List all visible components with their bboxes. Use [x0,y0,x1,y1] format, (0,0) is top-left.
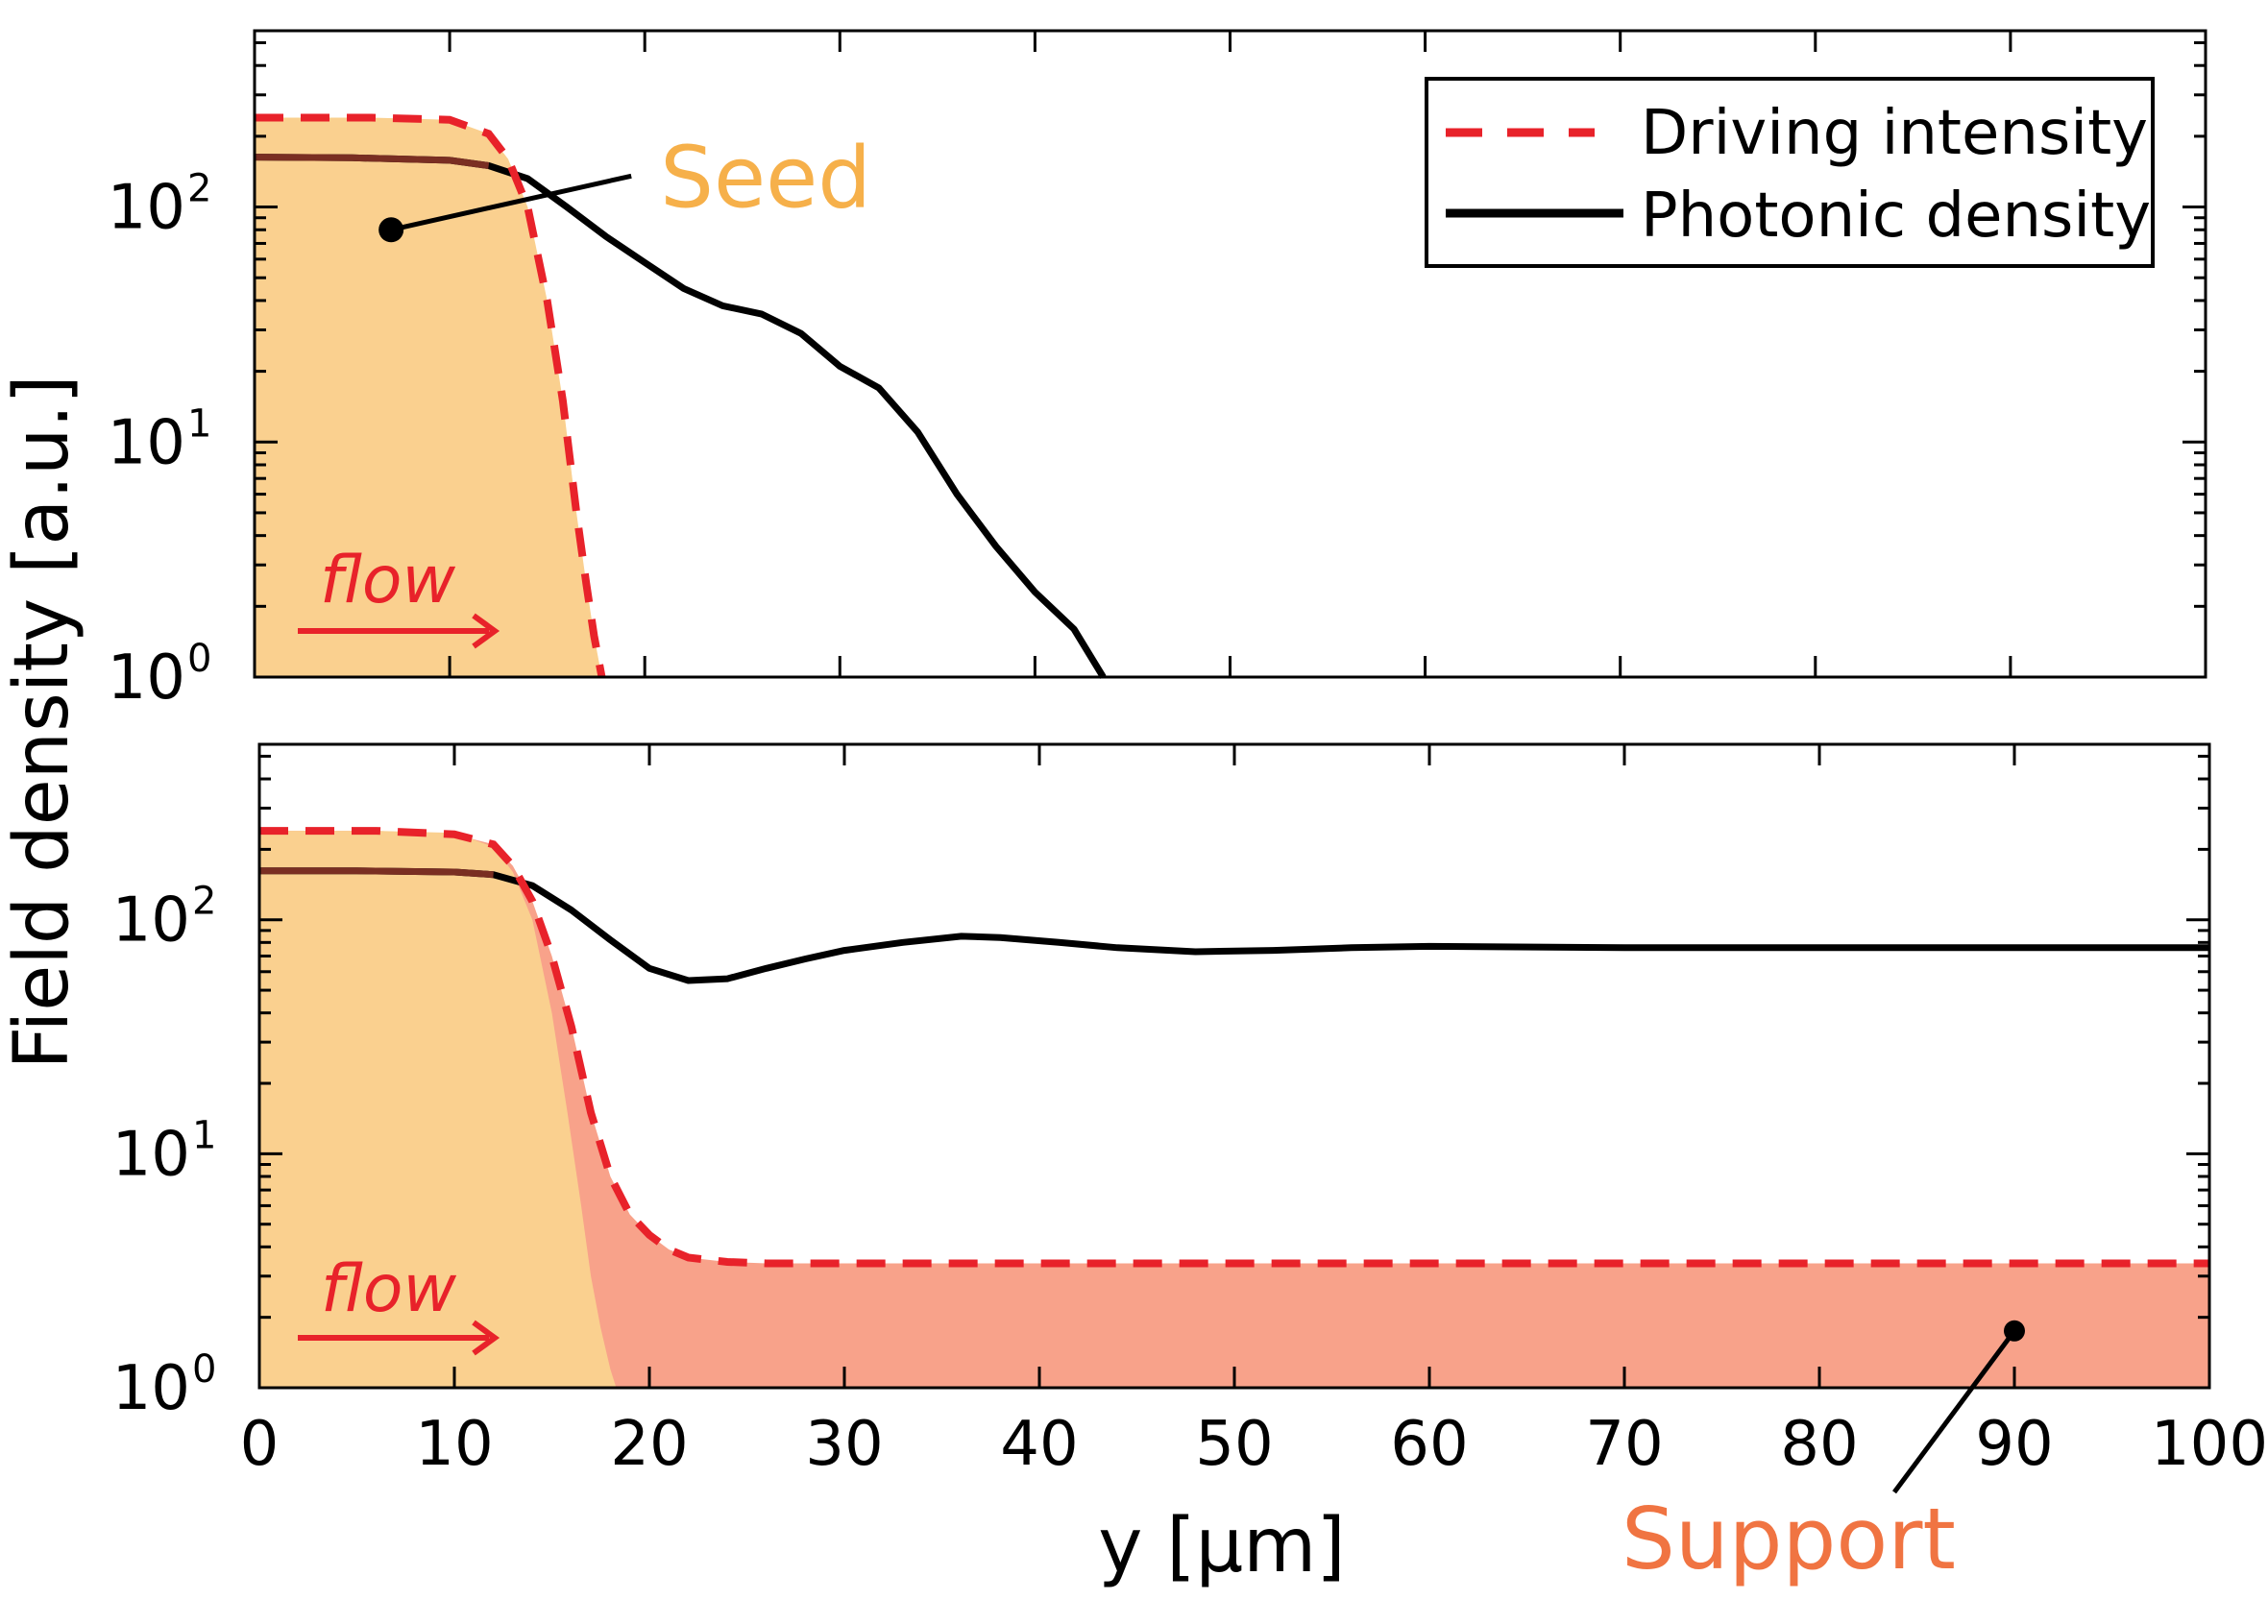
photonic-density-line [254,154,1107,679]
bottom-x-tick-labels: 0 10 20 30 40 50 60 70 80 90 100 [240,1409,2268,1480]
support-leader-line [1891,1329,2017,1494]
x-tick-label: 60 [1390,1409,1468,1480]
x-tick-label: 90 [1975,1409,2053,1480]
x-tick-label: 100 [2151,1409,2268,1480]
top-fills [255,117,602,677]
y-tick-exponent: 1 [187,401,211,446]
arrow-head [472,613,500,649]
legend-label-driving: Driving intensity [1641,98,2148,169]
top-ticks [253,31,2207,679]
y-tick-exponent: 0 [187,637,211,681]
seed-fill [259,831,617,1388]
y-tick-exponent: 2 [192,880,216,924]
flow-arrow-bottom [298,1320,500,1356]
y-tick-label: 10 [112,1119,190,1190]
photonic-density-line [259,867,2209,984]
x-axis-title: y [μm] [1098,1503,1345,1589]
legend: Driving intensity Photonic density [1425,77,2155,268]
support-marker [2004,1320,2025,1342]
y-tick-label: 10 [112,885,190,957]
seed-label: Seed [660,128,871,227]
x-tick-label: 50 [1195,1409,1273,1480]
bottom-plot-frame [257,742,2211,1390]
driving-intensity-line [259,827,2209,1268]
y-tick-label: 10 [112,1353,190,1424]
bottom-lines [259,827,2209,1268]
y-tick-label: 10 [108,407,185,478]
photonic-density-in-seed [254,154,490,169]
x-tick-label: 20 [610,1409,688,1480]
top-plot-frame [253,29,2207,679]
flow-label-bottom: flow [321,1251,457,1327]
legend-label-photonic: Photonic density [1641,181,2151,252]
y-tick-exponent: 1 [192,1113,216,1157]
legend-box [1425,77,2155,268]
seed-fill [255,117,602,677]
top-lines [254,113,1107,679]
x-tick-label: 30 [805,1409,883,1480]
y-axis-title: Field density [a.u.] [0,375,85,1069]
x-tick-label: 70 [1585,1409,1663,1480]
flow-arrow-top [298,613,500,649]
x-tick-label: 0 [240,1409,280,1480]
y-tick-exponent: 0 [192,1347,216,1392]
support-label: Support [1622,1490,1956,1588]
x-tick-label: 10 [415,1409,493,1480]
driving-intensity-line [255,113,606,678]
y-tick-exponent: 2 [187,167,211,211]
y-tick-label: 10 [108,173,185,244]
x-tick-label: 40 [1000,1409,1078,1480]
y-tick-label: 10 [108,642,185,714]
arrow-head [472,1320,500,1356]
x-tick-label: 80 [1780,1409,1858,1480]
seed-leader-line [390,173,632,232]
flow-label-top: flow [320,543,456,618]
seed-marker [378,217,404,243]
photonic-density-in-seed [259,867,494,879]
